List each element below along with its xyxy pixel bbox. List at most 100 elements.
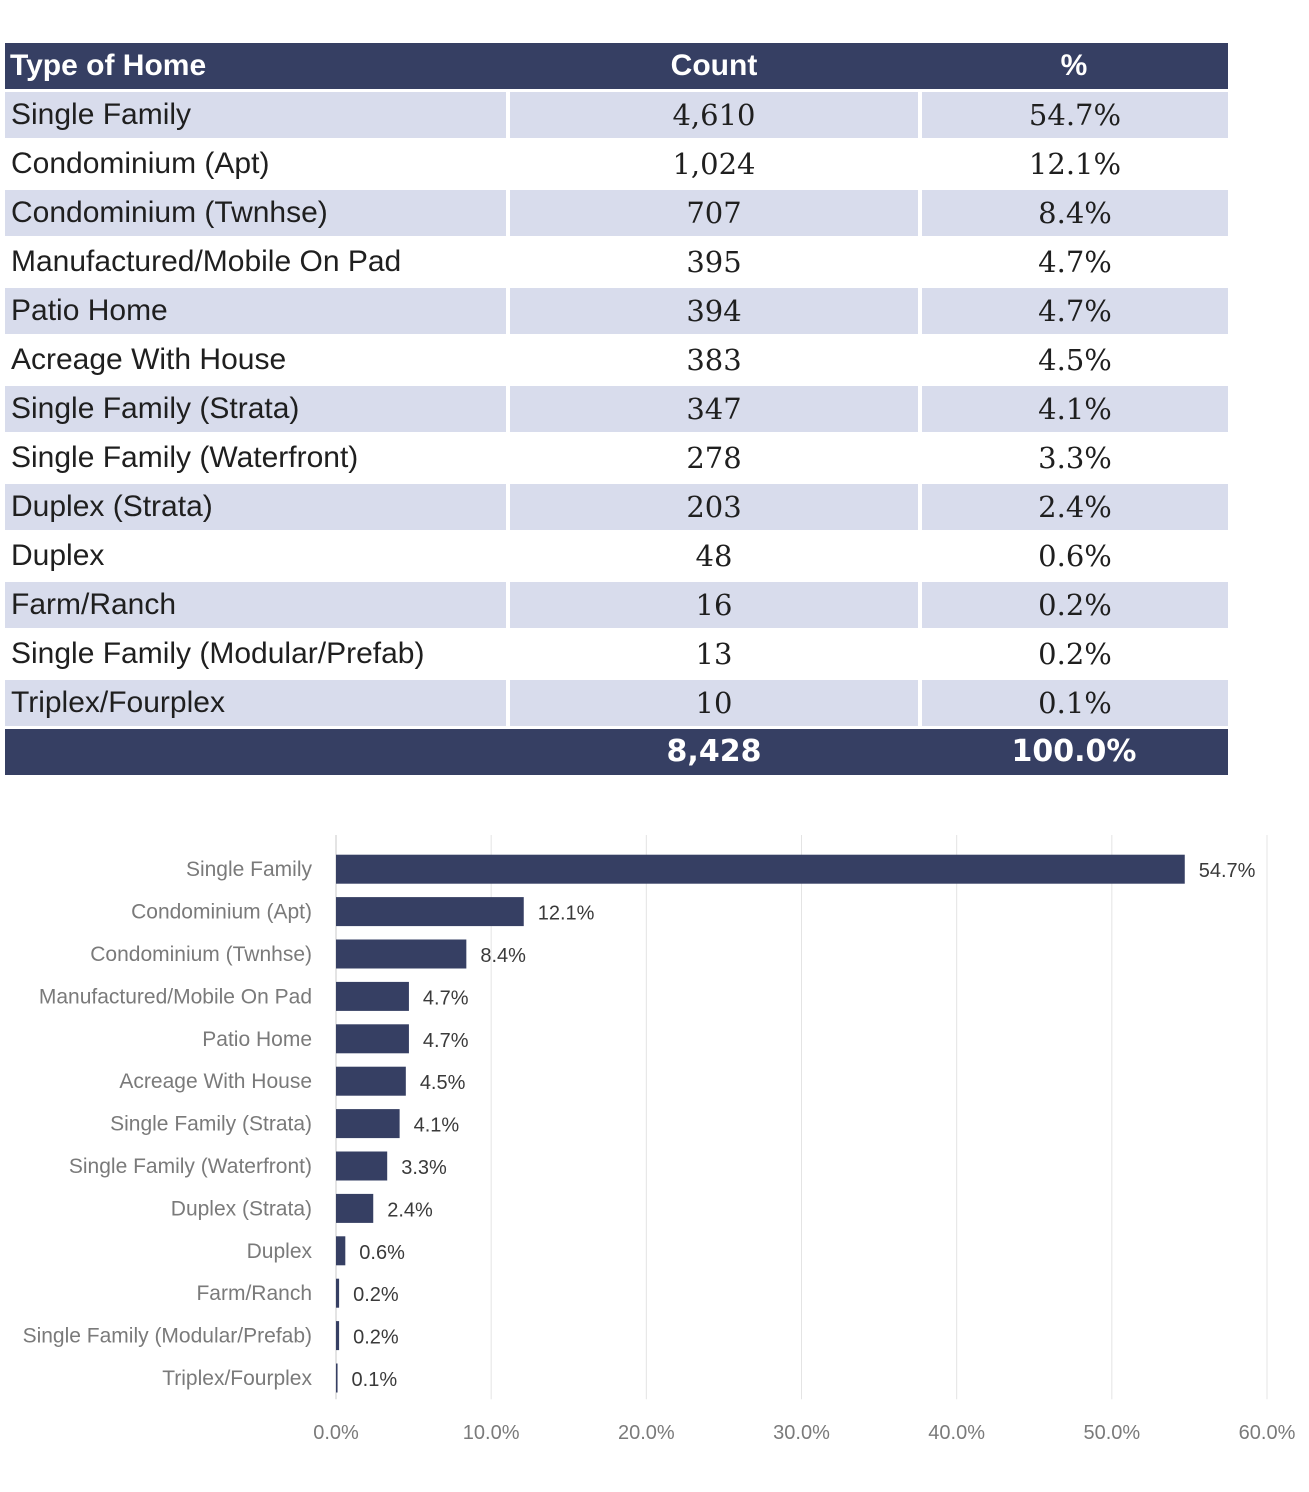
table-row: Single Family (Strata) 347 4.1% bbox=[5, 383, 1228, 434]
data-label: 0.1% bbox=[352, 1369, 398, 1391]
data-label: 0.2% bbox=[353, 1327, 399, 1349]
cell-percent: 0.1% bbox=[918, 677, 1228, 728]
category-label: Condominium (Apt) bbox=[131, 901, 312, 924]
data-label: 12.1% bbox=[538, 903, 595, 925]
cell-percent: 2.4% bbox=[918, 481, 1228, 532]
table-row: Duplex (Strata) 203 2.4% bbox=[5, 481, 1228, 532]
cell-count: 278 bbox=[506, 432, 920, 483]
cell-percent: 0.2% bbox=[918, 628, 1228, 679]
table-row: Acreage With House 383 4.5% bbox=[5, 334, 1228, 385]
table-row: Single Family (Waterfront) 278 3.3% bbox=[5, 432, 1228, 483]
cell-percent: 4.7% bbox=[918, 285, 1228, 336]
category-label: Single Family (Modular/Prefab) bbox=[23, 1325, 312, 1348]
category-label: Acreage With House bbox=[119, 1070, 312, 1093]
cell-type: Manufactured/Mobile On Pad bbox=[5, 236, 508, 287]
cell-percent: 8.4% bbox=[918, 187, 1228, 238]
bar bbox=[336, 1066, 406, 1096]
category-label: Triplex/Fourplex bbox=[162, 1367, 312, 1390]
cell-type: Single Family (Modular/Prefab) bbox=[5, 628, 508, 679]
total-label bbox=[5, 726, 508, 775]
header-type-of-home: Type of Home bbox=[5, 43, 508, 91]
table-row: Condominium (Twnhse) 707 8.4% bbox=[5, 187, 1228, 238]
data-label: 0.6% bbox=[359, 1242, 405, 1264]
cell-type: Duplex (Strata) bbox=[5, 481, 508, 532]
cell-type: Triplex/Fourplex bbox=[5, 677, 508, 728]
category-label: Manufactured/Mobile On Pad bbox=[39, 985, 312, 1008]
category-label: Patio Home bbox=[202, 1028, 312, 1051]
bar bbox=[336, 1193, 374, 1223]
data-label: 0.2% bbox=[353, 1284, 399, 1306]
data-label: 8.4% bbox=[480, 945, 526, 967]
bar bbox=[336, 981, 409, 1011]
cell-percent: 3.3% bbox=[918, 432, 1228, 483]
category-label: Duplex (Strata) bbox=[171, 1197, 312, 1220]
cell-type: Acreage With House bbox=[5, 334, 508, 385]
x-tick-label: 50.0% bbox=[1083, 1422, 1140, 1444]
total-count: 8,428 bbox=[508, 726, 920, 775]
category-label: Farm/Ranch bbox=[196, 1282, 312, 1305]
cell-type: Single Family bbox=[5, 89, 508, 140]
category-label: Condominium (Twnhse) bbox=[90, 943, 312, 966]
bar bbox=[336, 897, 524, 927]
cell-type: Condominium (Twnhse) bbox=[5, 187, 508, 238]
table-header-row: Type of Home Count % bbox=[5, 43, 1228, 91]
cell-count: 1,024 bbox=[506, 138, 920, 189]
cell-count: 13 bbox=[506, 628, 920, 679]
bar bbox=[336, 1151, 388, 1181]
bar bbox=[336, 1363, 338, 1393]
x-tick-label: 20.0% bbox=[618, 1422, 675, 1444]
bar bbox=[336, 1278, 340, 1308]
category-label: Duplex bbox=[247, 1240, 313, 1263]
cell-type: Farm/Ranch bbox=[5, 579, 508, 630]
cell-percent: 4.1% bbox=[918, 383, 1228, 434]
total-percent: 100.0% bbox=[920, 726, 1228, 775]
x-tick-label: 40.0% bbox=[928, 1422, 985, 1444]
cell-count: 394 bbox=[506, 285, 920, 336]
table-row: Triplex/Fourplex 10 0.1% bbox=[5, 677, 1228, 728]
cell-type: Single Family (Waterfront) bbox=[5, 432, 508, 483]
bar bbox=[336, 939, 467, 969]
bar bbox=[336, 1109, 400, 1139]
table-total-row: 8,428 100.0% bbox=[5, 726, 1228, 775]
bar bbox=[336, 1321, 340, 1351]
cell-count: 48 bbox=[506, 530, 920, 581]
cell-percent: 0.6% bbox=[918, 530, 1228, 581]
cell-count: 203 bbox=[506, 481, 920, 532]
cell-count: 347 bbox=[506, 383, 920, 434]
x-tick-label: 30.0% bbox=[773, 1422, 830, 1444]
table-row: Single Family (Modular/Prefab) 13 0.2% bbox=[5, 628, 1228, 679]
home-type-bar-chart: 0.0% 10.0% 20.0% 30.0% 40.0% 50.0% 60.0% Single… bbox=[23, 835, 1296, 1444]
data-label: 4.7% bbox=[423, 987, 469, 1009]
cell-percent: 0.2% bbox=[918, 579, 1228, 630]
home-type-table: Type of Home Count % Single Family 4,610 5… bbox=[5, 43, 1228, 775]
cell-type: Single Family (Strata) bbox=[5, 383, 508, 434]
header-percent: % bbox=[920, 43, 1228, 91]
data-label: 54.7% bbox=[1199, 860, 1256, 882]
data-label: 4.5% bbox=[420, 1072, 466, 1094]
header-count: Count bbox=[508, 43, 920, 91]
x-tick-label: 10.0% bbox=[463, 1422, 520, 1444]
bar bbox=[336, 854, 1185, 884]
data-label: 4.7% bbox=[423, 1030, 469, 1052]
table-row: Duplex 48 0.6% bbox=[5, 530, 1228, 581]
category-label: Single Family bbox=[186, 858, 313, 881]
cell-percent: 4.5% bbox=[918, 334, 1228, 385]
cell-percent: 4.7% bbox=[918, 236, 1228, 287]
x-tick-label: 0.0% bbox=[313, 1422, 359, 1444]
bar bbox=[336, 1236, 346, 1266]
cell-count: 10 bbox=[506, 677, 920, 728]
table-row: Single Family 4,610 54.7% bbox=[5, 89, 1228, 140]
table-row: Patio Home 394 4.7% bbox=[5, 285, 1228, 336]
cell-type: Duplex bbox=[5, 530, 508, 581]
category-label: Single Family (Waterfront) bbox=[69, 1155, 312, 1178]
cell-count: 383 bbox=[506, 334, 920, 385]
category-label: Single Family (Strata) bbox=[110, 1113, 312, 1136]
data-label: 2.4% bbox=[387, 1199, 433, 1221]
cell-count: 707 bbox=[506, 187, 920, 238]
table-row: Condominium (Apt) 1,024 12.1% bbox=[5, 138, 1228, 189]
x-tick-label: 60.0% bbox=[1239, 1422, 1296, 1444]
cell-percent: 12.1% bbox=[918, 138, 1228, 189]
data-label: 4.1% bbox=[414, 1115, 460, 1137]
data-label: 3.3% bbox=[401, 1157, 447, 1179]
cell-type: Patio Home bbox=[5, 285, 508, 336]
